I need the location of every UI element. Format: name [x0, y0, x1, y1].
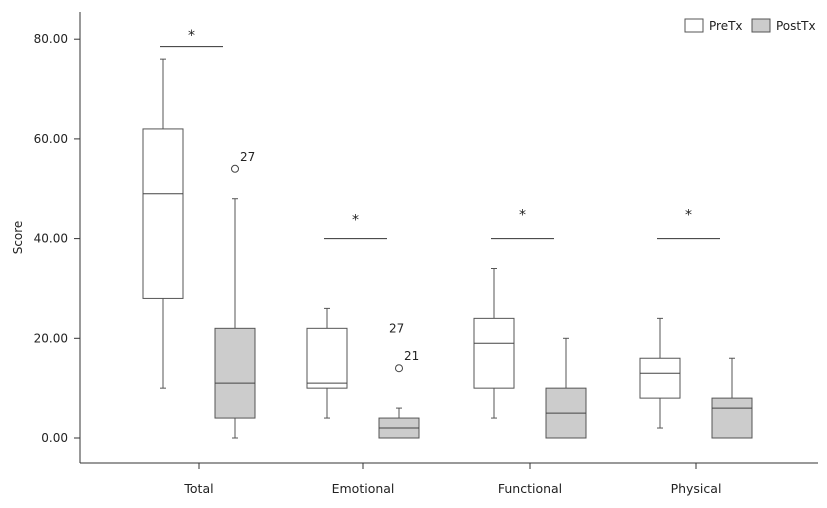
- box-iqr: [711, 397, 753, 439]
- box-pretx-total: [142, 58, 184, 389]
- box-posttx-functional: [545, 337, 587, 439]
- y-axis-title: Score: [11, 221, 25, 255]
- box-iqr: [306, 327, 348, 389]
- x-axis-category-labels: Total Emotional Functional Physical: [183, 463, 721, 496]
- significance-star: *: [519, 208, 526, 224]
- significance-star: *: [685, 208, 692, 224]
- axes: [79, 12, 818, 464]
- y-tick-label: 20.00: [34, 331, 68, 345]
- y-axis-ticks: 0.00 20.00 40.00 60.00 80.00: [34, 32, 80, 445]
- legend-item-posttx: PostTx: [751, 18, 816, 33]
- x-category-label: Total: [183, 481, 213, 496]
- outlier-label: 27: [240, 150, 255, 164]
- legend-item-pretx: PreTx: [684, 18, 743, 33]
- box-posttx-physical: [711, 357, 753, 439]
- series-pretx: [142, 58, 681, 429]
- y-tick-label: 0.00: [41, 431, 68, 445]
- outlier-label: 21: [404, 349, 419, 363]
- legend-swatch: [751, 18, 771, 33]
- legend-label: PostTx: [776, 19, 816, 33]
- y-tick-label: 80.00: [34, 32, 68, 46]
- box-iqr: [473, 317, 515, 389]
- y-tick-label: 40.00: [34, 232, 68, 246]
- outlier-point: [231, 164, 239, 173]
- box-posttx-total: 27: [214, 150, 256, 439]
- x-category-label: Physical: [671, 481, 722, 496]
- y-tick-label: 60.00: [34, 132, 68, 146]
- legend-swatch: [684, 18, 704, 33]
- x-category-label: Emotional: [332, 481, 395, 496]
- box-iqr: [142, 128, 184, 299]
- box-posttx-emotional: 21: [378, 349, 420, 439]
- legend-label: PreTx: [709, 19, 743, 33]
- significance-star: *: [188, 28, 195, 44]
- outlier-annotation-label: 27: [389, 321, 404, 335]
- box-pretx-physical: [639, 317, 681, 429]
- box-iqr: [639, 357, 681, 399]
- x-category-label: Functional: [498, 481, 562, 496]
- outlier-point: [395, 364, 403, 373]
- significance-annotations: 27 * * * *: [160, 28, 720, 335]
- box-iqr: [214, 327, 256, 419]
- significance-star: *: [352, 213, 359, 229]
- legend: PreTx PostTx: [684, 18, 816, 33]
- box-pretx-functional: [473, 268, 515, 419]
- box-pretx-emotional: [306, 307, 348, 419]
